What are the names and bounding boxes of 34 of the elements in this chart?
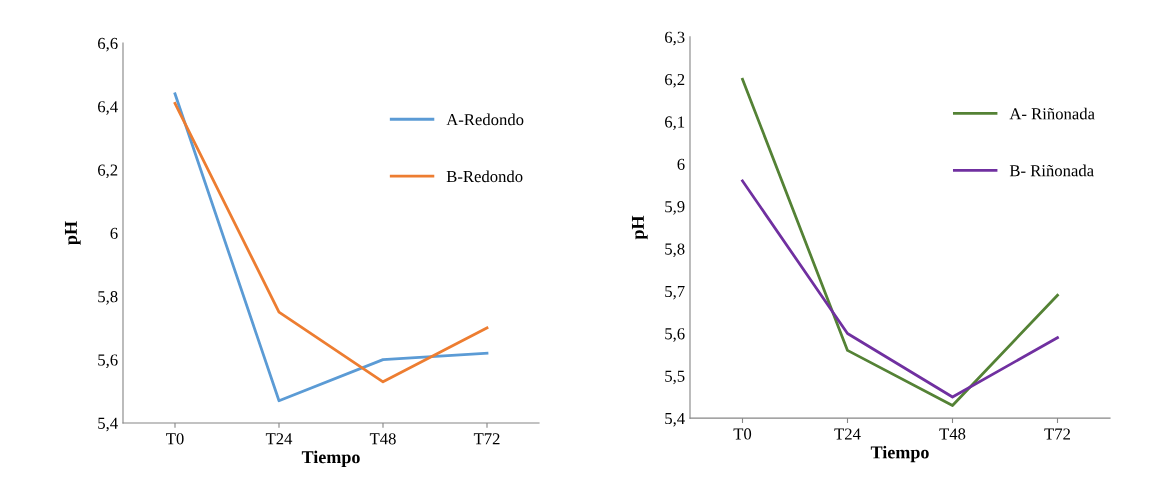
x-tick-label: T48 (939, 428, 966, 440)
y-tick-label: 5,9 (665, 201, 685, 215)
legend-label: B- Riñonada (1009, 164, 1094, 177)
y-tick-label: 5,7 (665, 285, 685, 300)
line-series (741, 179, 1059, 399)
y-tick-label: 6,6 (98, 37, 118, 52)
x-tick-label: T72 (1044, 428, 1070, 440)
y-axis-title: pH (631, 215, 648, 240)
x-tick-label: T24 (265, 433, 293, 445)
x-axis-title: Tiempo (870, 445, 929, 463)
legend-label: A- Riñonada (1009, 107, 1095, 120)
x-tick-label: T24 (834, 428, 861, 440)
y-axis-title: pH (64, 221, 81, 245)
y-tick-label: 6,2 (665, 73, 685, 88)
x-tick-label: T72 (473, 433, 500, 445)
legend-label: B-Redondo (446, 170, 523, 183)
x-axis-title: Tiempo (301, 450, 360, 467)
y-tick-label: 6,4 (98, 101, 118, 115)
y-tick-label: 5,4 (98, 417, 118, 432)
x-tick-label: T0 (733, 428, 752, 440)
x-tick-label: T48 (369, 433, 396, 445)
y-tick-label: 5,4 (665, 412, 685, 427)
y-tick-label: 5,6 (665, 328, 685, 342)
y-tick-label: 6,1 (665, 116, 685, 130)
y-tick-label: 6 (110, 227, 118, 239)
y-tick-label: 6,3 (665, 31, 685, 46)
y-tick-label: 5,6 (98, 354, 118, 368)
x-tick-label: T0 (166, 433, 184, 445)
y-tick-label: 6,2 (98, 164, 118, 179)
y-tick-label: 5,5 (665, 370, 685, 385)
y-tick-label: 5,8 (98, 291, 118, 305)
legend-label: A-Redondo (446, 113, 524, 126)
y-tick-label: 6 (677, 158, 685, 170)
y-tick-label: 5,8 (665, 243, 685, 258)
